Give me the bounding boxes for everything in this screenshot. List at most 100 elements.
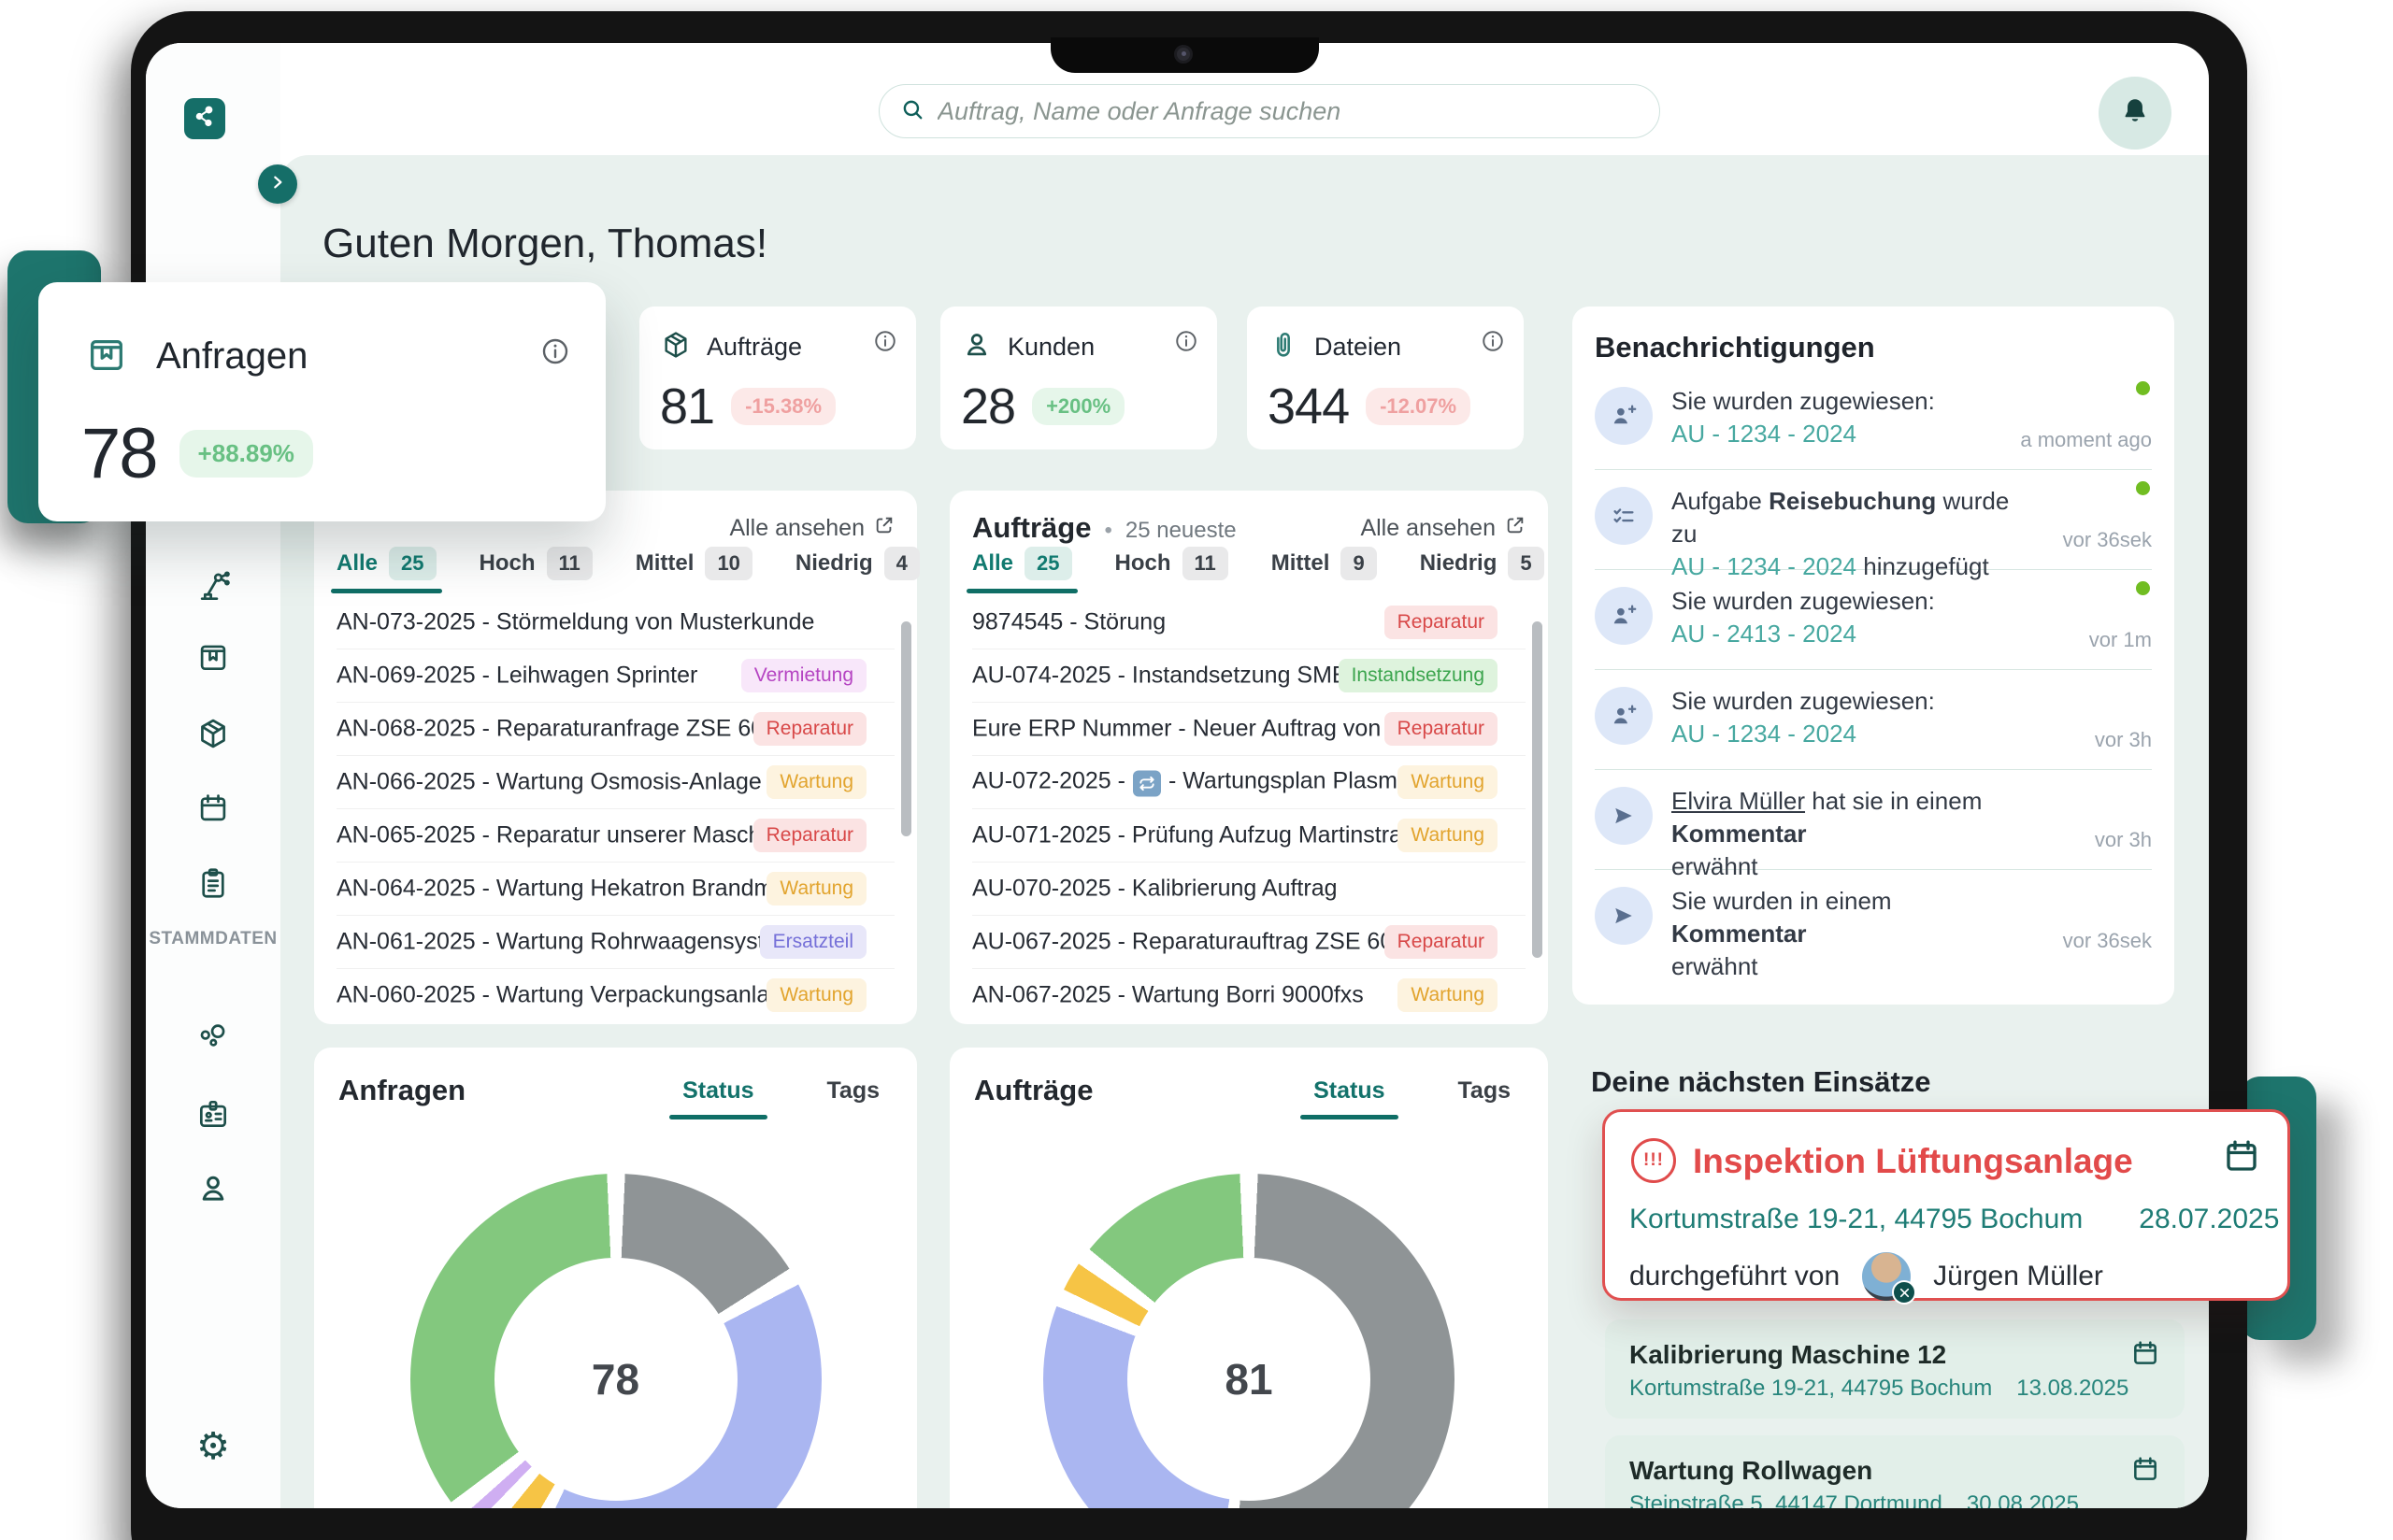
auftraege-tabs: Alle 25 Hoch 11 Mittel 9 Niedrig 5 — [967, 547, 1544, 593]
einsatz-card[interactable]: Kalibrierung Maschine 12 Kortumstraße 19… — [1605, 1319, 2185, 1419]
list-item[interactable]: AN-064-2025 - Wartung Hekatron Brandmeld… — [337, 862, 895, 915]
notifications-button[interactable]: 12 — [2099, 77, 2171, 150]
stat-value: 81 — [660, 378, 715, 435]
auftraege-panel-title: Aufträge — [972, 511, 1092, 544]
search-bar[interactable] — [879, 84, 1660, 138]
anfragen-tab-hoch[interactable]: Hoch 11 — [480, 547, 593, 580]
highlighted-einsatz-card[interactable]: !!! Inspektion Lüftungsanlage Kortumstra… — [1602, 1109, 2290, 1305]
tab-count-badge: 4 — [883, 547, 920, 580]
anfragen-tab-niedrig[interactable]: Niedrig 4 — [795, 547, 920, 580]
chart-tab-tags[interactable]: Tags — [826, 1077, 881, 1104]
list-item[interactable]: AU-072-2025 -- Wartungsplan Plasmaanlage… — [972, 755, 1526, 808]
info-icon[interactable] — [1481, 329, 1505, 353]
auftraege-scrollbar[interactable] — [1532, 621, 1542, 958]
info-icon[interactable] — [1174, 329, 1198, 353]
notification-item[interactable]: Aufgabe Reisebuchung wurde zu AU - 1234 -… — [1595, 470, 2152, 580]
dateien-stat-card[interactable]: Dateien 344 -12.07% — [1247, 307, 1524, 449]
list-item[interactable]: 9874545 - Störung Reparatur — [972, 595, 1526, 649]
sidebar-item-id-badge[interactable] — [193, 1095, 234, 1136]
notification-item[interactable]: Sie wurden zugewiesen: AU - 2413 - 2024 v… — [1595, 570, 2152, 670]
list-item-title: AN-065-2025 - Reparatur unserer Maschine — [337, 821, 793, 848]
sidebar-item-clipboard[interactable] — [193, 864, 234, 905]
chart-title: Aufträge — [974, 1074, 1094, 1106]
list-item-title: AN-064-2025 - Wartung Hekatron Brandmeld… — [337, 875, 849, 902]
list-item[interactable]: AN-068-2025 - Reparaturanfrage ZSE 60 iM… — [337, 702, 895, 755]
auftraege-tab-mittel[interactable]: Mittel 9 — [1271, 547, 1377, 580]
auftraege-stat-card[interactable]: Aufträge 81 -15.38% — [639, 307, 916, 449]
notification-time: vor 36sek — [2062, 528, 2152, 551]
list-item[interactable]: AU-070-2025 - Kalibrierung Auftrag — [972, 862, 1526, 915]
sidebar-item-molecule[interactable] — [193, 1019, 234, 1060]
info-icon[interactable] — [873, 329, 897, 353]
stat-label: Aufträge — [707, 333, 803, 361]
sidebar-item-book-bookmark[interactable] — [193, 638, 234, 679]
chart-tab-status[interactable]: Status — [669, 1077, 767, 1119]
bell-icon — [2118, 94, 2152, 133]
chart-tabs: Status Tags — [669, 1077, 881, 1119]
sidebar-item-settings[interactable]: ⚙ — [193, 1426, 234, 1467]
kunden-stat-card[interactable]: Kunden 28 +200% — [940, 307, 1217, 449]
notification-time: vor 3h — [2094, 728, 2152, 751]
tag-badge: Wartung — [767, 978, 867, 1012]
search-input[interactable] — [938, 96, 1639, 126]
anfragen-stat-card[interactable]: Anfragen 78 +88.89% — [38, 282, 606, 521]
anfragen-scrollbar[interactable] — [901, 621, 911, 836]
stat-label: Kunden — [1008, 333, 1096, 361]
tab-label: Mittel — [635, 550, 695, 576]
sidebar-expand-button[interactable] — [258, 164, 297, 204]
auftraege-view-all-link[interactable]: Alle ansehen — [1360, 515, 1526, 542]
sidebar-item-calendar[interactable] — [193, 790, 234, 831]
sidebar — [146, 43, 280, 1508]
app-logo[interactable] — [184, 98, 225, 139]
external-link-icon — [1505, 515, 1526, 542]
list-item[interactable]: AN-066-2025 - Wartung Osmosis-Anlage Wart… — [337, 755, 895, 808]
list-item[interactable]: Eure ERP Nummer - Neuer Auftrag von Luuk… — [972, 702, 1526, 755]
list-item[interactable]: AU-067-2025 - Reparaturauftrag ZSE 60 iM… — [972, 915, 1526, 968]
anfragen-view-all-link[interactable]: Alle ansehen — [729, 515, 895, 542]
auftraege-tab-niedrig[interactable]: Niedrig 5 — [1420, 547, 1544, 580]
list-item-title: AN-069-2025 - Leihwagen Sprinter — [337, 662, 698, 689]
list-item[interactable]: AN-060-2025 - Wartung Verpackungsanlage W… — [337, 968, 895, 1021]
notification-time: vor 1m — [2088, 628, 2152, 651]
list-item[interactable]: AN-065-2025 - Reparatur unserer Maschine… — [337, 808, 895, 862]
sidebar-item-person[interactable] — [193, 1170, 234, 1211]
sidebar-item-robot-arm[interactable] — [193, 568, 234, 609]
list-item[interactable]: AU-074-2025 - Instandsetzung SMEC Mas...… — [972, 649, 1526, 702]
anfragen-tab-alle[interactable]: Alle 25 — [331, 547, 441, 593]
einsatz-card[interactable]: Wartung Rollwagen Steinstraße 5, 44147 D… — [1605, 1435, 2185, 1508]
list-item[interactable]: AN-061-2025 - Wartung Rohrwaagensystem Er… — [337, 915, 895, 968]
einsatz-date: 30.08.2025 — [1966, 1491, 2079, 1508]
donut-chart: 78 — [409, 1174, 822, 1508]
list-item[interactable]: AN-069-2025 - Leihwagen Sprinter Vermietu… — [337, 649, 895, 702]
einsatz-address: Steinstraße 5, 44147 Dortmund — [1629, 1491, 1942, 1508]
external-link-icon — [874, 515, 895, 542]
assignee-avatar[interactable] — [1862, 1252, 1917, 1305]
donut-total: 81 — [1225, 1355, 1273, 1404]
list-item[interactable]: AN-067-2025 - Wartung Borri 9000fxs Wartu… — [972, 968, 1526, 1021]
notification-text: Sie wurden zugewiesen: AU - 1234 - 2024 — [1671, 387, 1935, 448]
chart-tab-tags[interactable]: Tags — [1457, 1077, 1512, 1104]
auftraege-tab-hoch[interactable]: Hoch 11 — [1115, 547, 1228, 580]
notification-text: Aufgabe Reisebuchung wurde zu AU - 1234 -… — [1671, 487, 2010, 580]
notification-item[interactable]: Sie wurden zugewiesen: AU - 1234 - 2024 v… — [1595, 670, 2152, 770]
person-add-icon — [1595, 687, 1653, 745]
dot-separator: • — [1104, 518, 1112, 543]
anfragen-tab-mittel[interactable]: Mittel 10 — [636, 547, 752, 580]
notification-item[interactable]: Sie wurden in einem Kommentar erwähnt vor… — [1595, 870, 2152, 980]
chart-tab-status[interactable]: Status — [1300, 1077, 1398, 1119]
unread-dot — [2136, 481, 2150, 495]
tag-badge: Reparatur — [752, 819, 867, 852]
list-item[interactable]: AU-071-2025 - Prüfung Aufzug Martinstraß… — [972, 808, 1526, 862]
list-item[interactable]: AN-073-2025 - Störmeldung von Musterkund… — [337, 595, 895, 649]
paperclip-icon — [1268, 329, 1299, 365]
sidebar-item-package[interactable] — [193, 715, 234, 756]
donut-total: 78 — [591, 1355, 640, 1404]
auftraege-tab-alle[interactable]: Alle 25 — [967, 547, 1077, 593]
notification-item[interactable]: Elvira Müller hat sie in einem Kommentar… — [1595, 770, 2152, 880]
notification-item[interactable]: Sie wurden zugewiesen: AU - 1234 - 2024 a… — [1595, 370, 2152, 470]
repeat-icon — [1132, 770, 1161, 797]
book-bookmark-icon — [85, 333, 128, 380]
info-icon[interactable] — [540, 336, 570, 366]
tag-badge: Vermietung — [740, 659, 867, 692]
